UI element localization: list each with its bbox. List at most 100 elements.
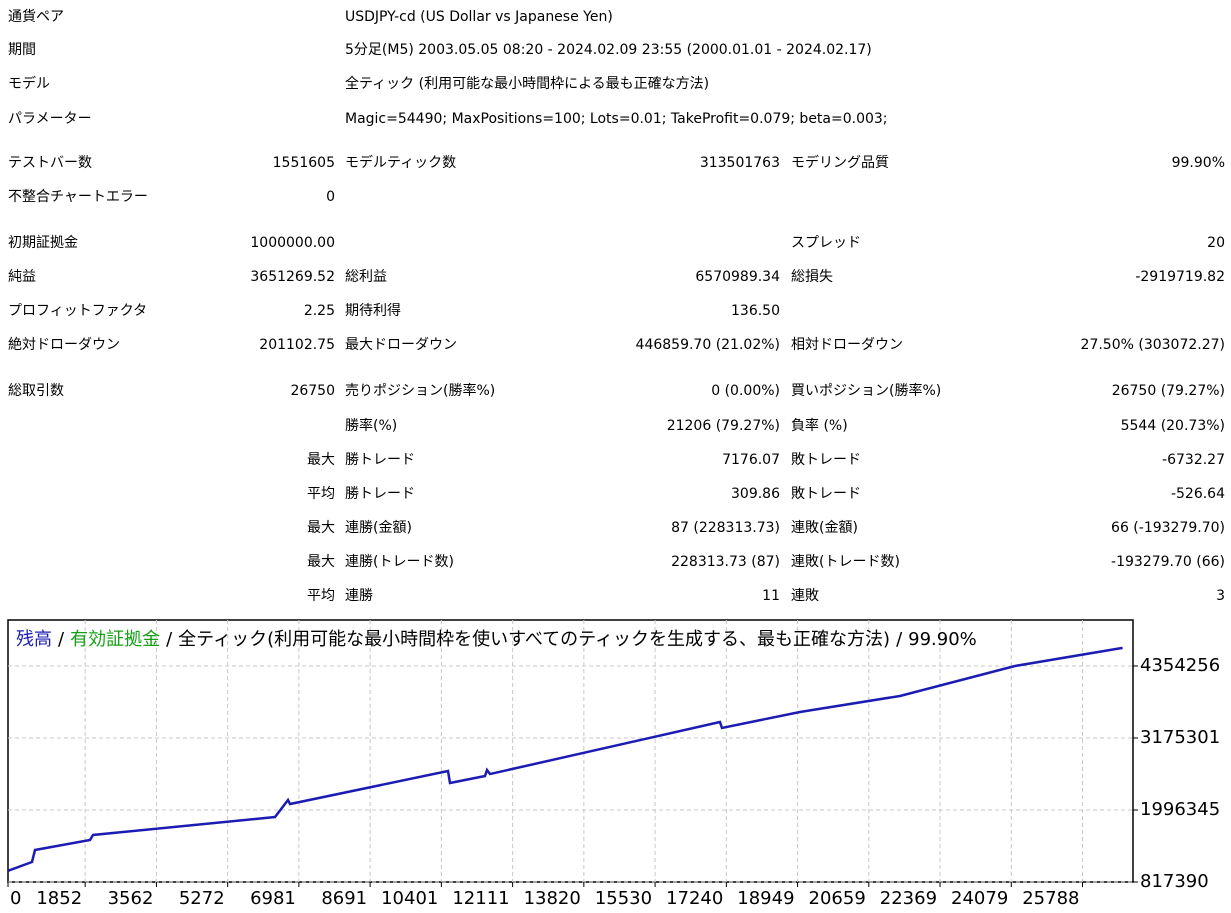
stat-value: 最大 <box>307 452 335 468</box>
x-tick-label: 5272 <box>179 888 225 909</box>
stat-label: 連敗(トレード数) <box>791 554 900 570</box>
stat-value: -526.64 <box>1171 486 1225 502</box>
chart-title-part: / <box>896 629 903 650</box>
chart-title-part: / <box>58 629 65 650</box>
stat-value: -193279.70 (66) <box>1111 554 1225 570</box>
x-tick-label: 12111 <box>452 888 509 909</box>
stat-value: 最大 <box>307 554 335 570</box>
x-tick-label: 20659 <box>809 888 866 909</box>
stat-label: 連敗 <box>791 588 819 604</box>
stat-value: -2919719.82 <box>1135 269 1225 285</box>
y-tick-label: 3175301 <box>1140 727 1220 748</box>
stat-label: 勝トレード <box>345 486 415 502</box>
x-tick-label: 25788 <box>1022 888 1079 909</box>
stat-value: 1000000.00 <box>250 235 335 251</box>
stat-value: 1551605 <box>273 155 335 171</box>
stat-label: 相対ドローダウン <box>791 337 903 353</box>
stat-value: 446859.70 (21.02%) <box>636 337 780 353</box>
stat-label: 連敗(金額) <box>791 520 858 536</box>
stat-label: 連勝(金額) <box>345 520 412 536</box>
stat-value: 7176.07 <box>722 452 780 468</box>
stat-label: 最大ドローダウン <box>345 337 457 353</box>
stat-value: 201102.75 <box>259 337 335 353</box>
stat-value: 313501763 <box>700 155 780 171</box>
stat-label: 負率 (%) <box>791 417 848 434</box>
chart-title-part: / <box>166 629 173 650</box>
stat-value: 66 (-193279.70) <box>1111 520 1225 536</box>
stat-label: 期待利得 <box>345 302 401 319</box>
stat-label: 不整合チャートエラー <box>8 189 148 205</box>
chart-title-part: 残高 <box>16 629 52 650</box>
setting-label: パラメーター <box>8 111 92 127</box>
stat-label: 総損失 <box>791 269 833 285</box>
setting-label: モデル <box>8 75 50 92</box>
stat-value: 27.50% (303072.27) <box>1081 337 1225 353</box>
stat-label: 連勝(トレード数) <box>345 554 454 570</box>
stat-value: 228313.73 (87) <box>671 554 780 570</box>
stat-value: 99.90% <box>1172 155 1225 171</box>
stat-label: プロフィットファクタ <box>8 303 147 319</box>
stat-value: 6570989.34 <box>695 269 780 285</box>
setting-label: 通貨ペア <box>8 8 64 25</box>
stat-value: 11 <box>762 588 780 604</box>
y-tick-label: 1996345 <box>1140 799 1220 820</box>
stat-label: モデルティック数 <box>345 154 456 171</box>
stat-value: 26750 <box>290 383 335 399</box>
stat-value: 309.86 <box>731 486 780 502</box>
stat-value: 3651269.52 <box>250 269 335 285</box>
stat-label: 買いポジション(勝率%) <box>791 382 941 399</box>
stat-label: 初期証拠金 <box>8 234 78 251</box>
balance-line <box>7 646 1123 873</box>
stat-label: 総取引数 <box>8 383 64 399</box>
x-tick-label: 10401 <box>381 888 438 909</box>
stat-label: スプレッド <box>791 235 861 251</box>
chart-title: 残高 / 有効証拠金 / 全ティック(利用可能な最小時間枠を使いすべてのティックを生成す… <box>16 629 977 650</box>
y-tick-label: 817390 <box>1140 871 1209 892</box>
stat-value: 平均 <box>307 588 335 604</box>
stat-label: 勝トレード <box>345 452 415 468</box>
x-tick-label: 17240 <box>666 888 723 909</box>
x-tick-label: 24079 <box>951 888 1008 909</box>
stat-label: 敗トレード <box>791 452 861 468</box>
x-tick-label: 3562 <box>108 888 154 909</box>
setting-value: 全ティック (利用可能な最小時間枠による最も正確な方法) <box>345 75 709 92</box>
y-tick-label: 4354256 <box>1140 655 1220 676</box>
x-tick-label: 22369 <box>880 888 937 909</box>
stat-value: 0 <box>326 189 335 205</box>
stat-label: モデリング品質 <box>791 154 889 171</box>
chart-title-part: 有効証拠金 <box>70 629 160 650</box>
stat-value: 20 <box>1207 235 1225 251</box>
stat-value: 21206 (79.27%) <box>667 418 780 434</box>
stat-label: 敗トレード <box>791 486 861 502</box>
stat-label: 総利益 <box>345 269 387 285</box>
stat-value: 0 (0.00%) <box>711 383 780 399</box>
chart-title-part: 99.90% <box>908 629 977 650</box>
x-tick-label: 6981 <box>250 888 296 909</box>
x-tick-label: 8691 <box>321 888 367 909</box>
stat-value: 3 <box>1216 588 1225 604</box>
stat-label: 絶対ドローダウン <box>8 337 120 353</box>
stat-label: テストバー数 <box>8 155 92 171</box>
x-tick-label: 1852 <box>36 888 82 909</box>
stat-value: 平均 <box>307 486 335 502</box>
x-tick-label: 15530 <box>595 888 652 909</box>
setting-value: Magic=54490; MaxPositions=100; Lots=0.01… <box>345 111 888 127</box>
x-tick-label: 13820 <box>524 888 581 909</box>
setting-value: 5分足(M5) 2003.05.05 08:20 - 2024.02.09 23… <box>345 42 872 58</box>
x-tick-label: 18949 <box>737 888 794 909</box>
chart-frame <box>7 619 1134 883</box>
stat-value: 136.50 <box>731 303 780 319</box>
stat-value: 87 (228313.73) <box>671 520 780 536</box>
stat-value: 最大 <box>307 520 335 536</box>
stat-value: 2.25 <box>304 303 335 319</box>
stat-label: 純益 <box>8 269 36 285</box>
stat-label: 連勝 <box>345 588 373 604</box>
setting-label: 期間 <box>8 42 36 58</box>
chart-title-part: 全ティック(利用可能な最小時間枠を使いすべてのティックを生成する、最も正確な方法… <box>178 629 890 650</box>
stat-value: 26750 (79.27%) <box>1112 383 1225 399</box>
stat-value: 5544 (20.73%) <box>1121 418 1225 434</box>
stat-label: 勝率(%) <box>345 417 397 434</box>
stat-label: 売りポジション(勝率%) <box>345 382 495 399</box>
setting-value: USDJPY-cd (US Dollar vs Japanese Yen) <box>345 9 613 25</box>
